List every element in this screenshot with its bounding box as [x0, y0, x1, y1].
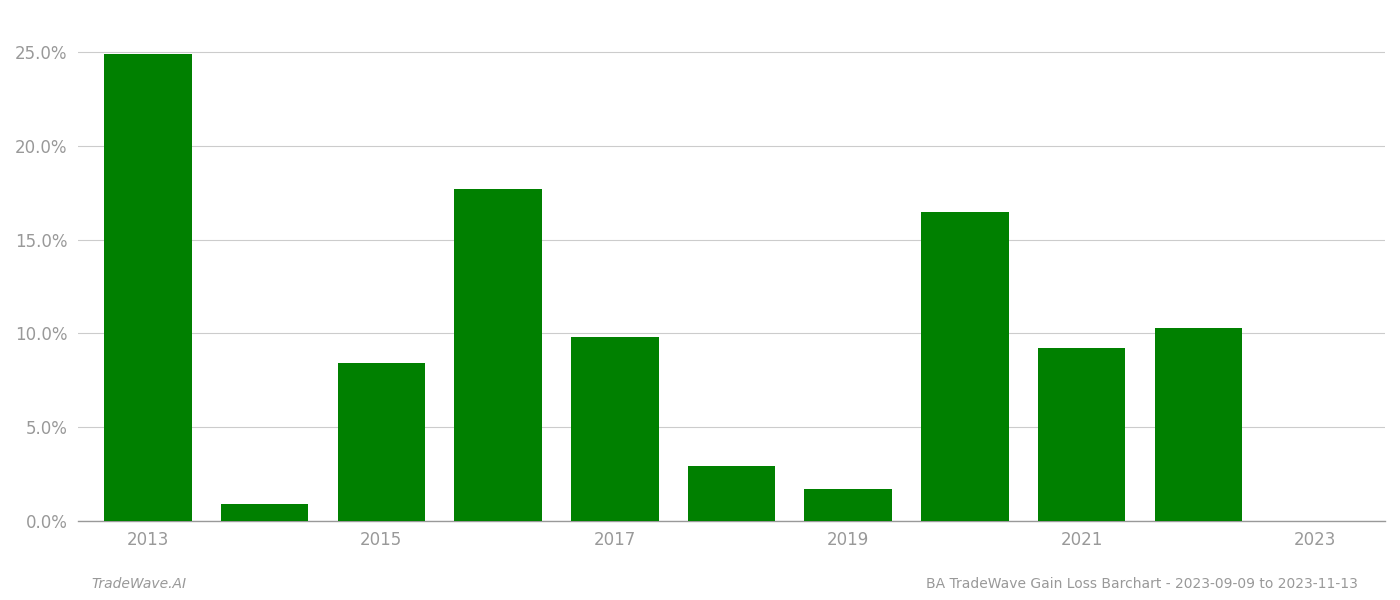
Bar: [805, 489, 892, 521]
Bar: [337, 363, 426, 521]
Bar: [921, 212, 1008, 521]
Bar: [221, 504, 308, 521]
Bar: [104, 55, 192, 521]
Bar: [454, 189, 542, 521]
Bar: [571, 337, 658, 521]
Text: BA TradeWave Gain Loss Barchart - 2023-09-09 to 2023-11-13: BA TradeWave Gain Loss Barchart - 2023-0…: [927, 577, 1358, 591]
Text: TradeWave.AI: TradeWave.AI: [91, 577, 186, 591]
Bar: [1155, 328, 1242, 521]
Bar: [1037, 349, 1126, 521]
Bar: [687, 466, 776, 521]
